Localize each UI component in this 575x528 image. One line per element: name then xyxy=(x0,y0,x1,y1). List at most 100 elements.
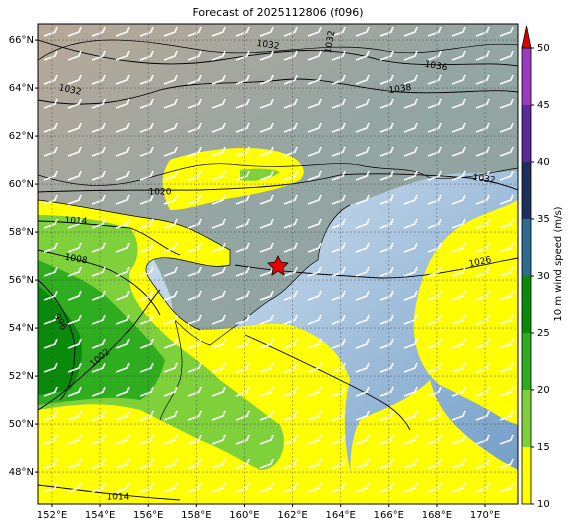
wind-barb xyxy=(355,218,370,229)
wind-barb xyxy=(355,98,370,109)
colorbar-tick-label: 30 xyxy=(537,271,550,282)
wind-barb xyxy=(163,98,178,109)
lat-tick-label: 58°N xyxy=(9,227,34,238)
wind-barb xyxy=(163,170,178,181)
wind-barb xyxy=(259,122,274,133)
wind-barb xyxy=(115,26,130,37)
graticule: 152°E 154°E 156°E 158°E 160°E 162°E 164°E 166°E… xyxy=(9,24,518,521)
lon-tick-label: 166°E xyxy=(374,510,404,521)
colorbar-label: 10 m wind speed (m/s) xyxy=(553,206,564,321)
colorbar-segment xyxy=(522,390,531,447)
wind-barb xyxy=(331,410,346,421)
wind-barb xyxy=(115,218,130,229)
wind-barb xyxy=(379,266,394,277)
wind-barb xyxy=(187,26,202,37)
wind-barb xyxy=(67,98,82,109)
wind-barb xyxy=(355,290,370,301)
colorbar: 10 15 20 25 30 35 40 45 50 xyxy=(521,25,550,510)
wind-barb xyxy=(451,482,466,493)
wind-barb xyxy=(403,194,418,205)
wind-barb xyxy=(355,26,370,37)
wind-barb xyxy=(259,362,274,373)
wind-barb xyxy=(379,242,394,253)
wind-barb xyxy=(259,458,274,469)
wind-barb xyxy=(259,338,274,349)
wind-barb xyxy=(43,314,58,325)
wind-barb xyxy=(211,74,226,85)
colorbar-tick-label: 40 xyxy=(537,157,550,168)
wind-barb xyxy=(403,458,418,469)
lon-tick-label: 162°E xyxy=(277,510,307,521)
wind-barb xyxy=(115,410,130,421)
wind-barb xyxy=(67,170,82,181)
wind-barb xyxy=(283,482,298,493)
wind-barb xyxy=(379,98,394,109)
wind-barb xyxy=(427,314,442,325)
wind-barb xyxy=(427,122,442,133)
wind-barb xyxy=(139,26,154,37)
wind-barb xyxy=(187,434,202,445)
wind-barb xyxy=(307,362,322,373)
wind-barb xyxy=(115,194,130,205)
wind-10-15 xyxy=(162,148,304,210)
wind-barb xyxy=(499,482,514,493)
wind-barb xyxy=(139,290,154,301)
wind-barb xyxy=(307,434,322,445)
wind-barb xyxy=(163,386,178,397)
wind-barb xyxy=(211,434,226,445)
wind-barb xyxy=(115,98,130,109)
wind-barb xyxy=(475,194,490,205)
wind-barb xyxy=(67,218,82,229)
wind-barb xyxy=(91,458,106,469)
wind-barb xyxy=(43,122,58,133)
wind-barb xyxy=(475,362,490,373)
wind-barb xyxy=(235,458,250,469)
wind-barb xyxy=(139,482,154,493)
colorbar-segment xyxy=(522,105,531,162)
wind-barb xyxy=(355,170,370,181)
wind-barb xyxy=(91,362,106,373)
wind-barb xyxy=(283,50,298,61)
wind-barb xyxy=(475,290,490,301)
wind-barb xyxy=(91,170,106,181)
lon-tick-label: 168°E xyxy=(422,510,452,521)
lon-tick-label: 154°E xyxy=(85,510,115,521)
wind-barb xyxy=(43,26,58,37)
wind-barb xyxy=(163,194,178,205)
wind-barb xyxy=(283,74,298,85)
wind-barb xyxy=(427,50,442,61)
colorbar-extend xyxy=(521,25,532,49)
wind-barb xyxy=(235,410,250,421)
wind-barb xyxy=(163,74,178,85)
colorbar-tick-label: 20 xyxy=(537,385,550,396)
wind-barb xyxy=(427,146,442,157)
wind-barb xyxy=(91,98,106,109)
wind-barb xyxy=(211,218,226,229)
wind-barb xyxy=(259,98,274,109)
wind-barb xyxy=(43,242,58,253)
wind-barb xyxy=(139,362,154,373)
wind-barb xyxy=(355,146,370,157)
wind-barb xyxy=(43,386,58,397)
lon-tick-label: 164°E xyxy=(325,510,355,521)
wind-barb xyxy=(139,314,154,325)
wind-barb xyxy=(283,410,298,421)
wind-15-20 xyxy=(240,168,280,181)
wind-barb xyxy=(115,338,130,349)
wind-barb xyxy=(379,290,394,301)
wind-barb xyxy=(235,386,250,397)
wind-barb xyxy=(403,170,418,181)
wind-barb xyxy=(331,98,346,109)
wind-barb xyxy=(427,98,442,109)
wind-barb xyxy=(307,98,322,109)
map-title: Forecast of 2025112806 (f096) xyxy=(192,6,363,19)
isobar-label: 1014 xyxy=(64,216,88,227)
wind-barb xyxy=(331,122,346,133)
wind-barb xyxy=(259,146,274,157)
wind-barb xyxy=(43,458,58,469)
wind-barb xyxy=(163,434,178,445)
wind-barb xyxy=(91,122,106,133)
wind-barb xyxy=(211,170,226,181)
colorbar-segment xyxy=(522,48,531,105)
wind-barb xyxy=(43,410,58,421)
